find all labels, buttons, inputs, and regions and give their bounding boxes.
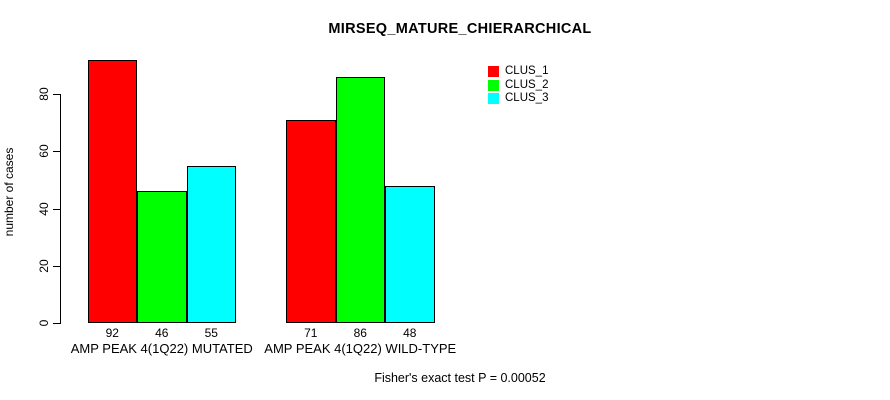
legend-item: CLUS_3 bbox=[488, 92, 548, 106]
bar-clus_2-group2 bbox=[335, 77, 385, 323]
bar-value-label: 55 bbox=[204, 326, 218, 340]
y-tick bbox=[52, 208, 60, 210]
bar-clus_3-group2 bbox=[385, 185, 435, 323]
bar-clus_2-group1 bbox=[137, 191, 187, 323]
chart-title: MIRSEQ_MATURE_CHIERARCHICAL bbox=[328, 21, 592, 37]
legend-item: CLUS_1 bbox=[488, 65, 548, 79]
y-tick-label: 40 bbox=[37, 201, 51, 216]
category-label: AMP PEAK 4(1Q22) MUTATED bbox=[70, 341, 253, 356]
bar-value-label: 71 bbox=[304, 326, 318, 340]
y-tick-label: 0 bbox=[37, 319, 51, 327]
legend-swatch-clus_3 bbox=[488, 93, 499, 105]
legend-swatch-clus_2 bbox=[488, 79, 499, 91]
bar-value-label: 86 bbox=[353, 326, 367, 340]
y-axis-line bbox=[59, 94, 61, 324]
y-tick-label: 80 bbox=[37, 87, 51, 101]
y-tick bbox=[52, 151, 60, 153]
y-tick-label: 60 bbox=[37, 144, 51, 159]
legend-swatch-clus_1 bbox=[488, 66, 499, 78]
bar-clus_1-group2 bbox=[286, 119, 336, 323]
legend: CLUS_1 CLUS_2 CLUS_3 bbox=[488, 65, 548, 106]
legend-label: CLUS_2 bbox=[505, 78, 549, 91]
legend-item: CLUS_2 bbox=[488, 79, 548, 93]
fisher-test-annotation: Fisher's exact test P = 0.00052 bbox=[374, 371, 546, 385]
bar-value-label: 46 bbox=[155, 326, 169, 340]
legend-label: CLUS_3 bbox=[505, 92, 549, 104]
bar-value-label: 92 bbox=[105, 326, 119, 340]
legend-label: CLUS_1 bbox=[505, 65, 549, 77]
y-tick bbox=[52, 323, 60, 324]
y-tick bbox=[52, 265, 60, 267]
category-label: AMP PEAK 4(1Q22) WILD-TYPE bbox=[264, 341, 457, 356]
y-tick-label: 20 bbox=[37, 259, 51, 273]
bar-value-label: 48 bbox=[403, 326, 417, 340]
y-tick bbox=[52, 94, 60, 96]
bar-clus_3-group1 bbox=[186, 165, 236, 323]
bar-clus_1-group1 bbox=[87, 59, 137, 323]
